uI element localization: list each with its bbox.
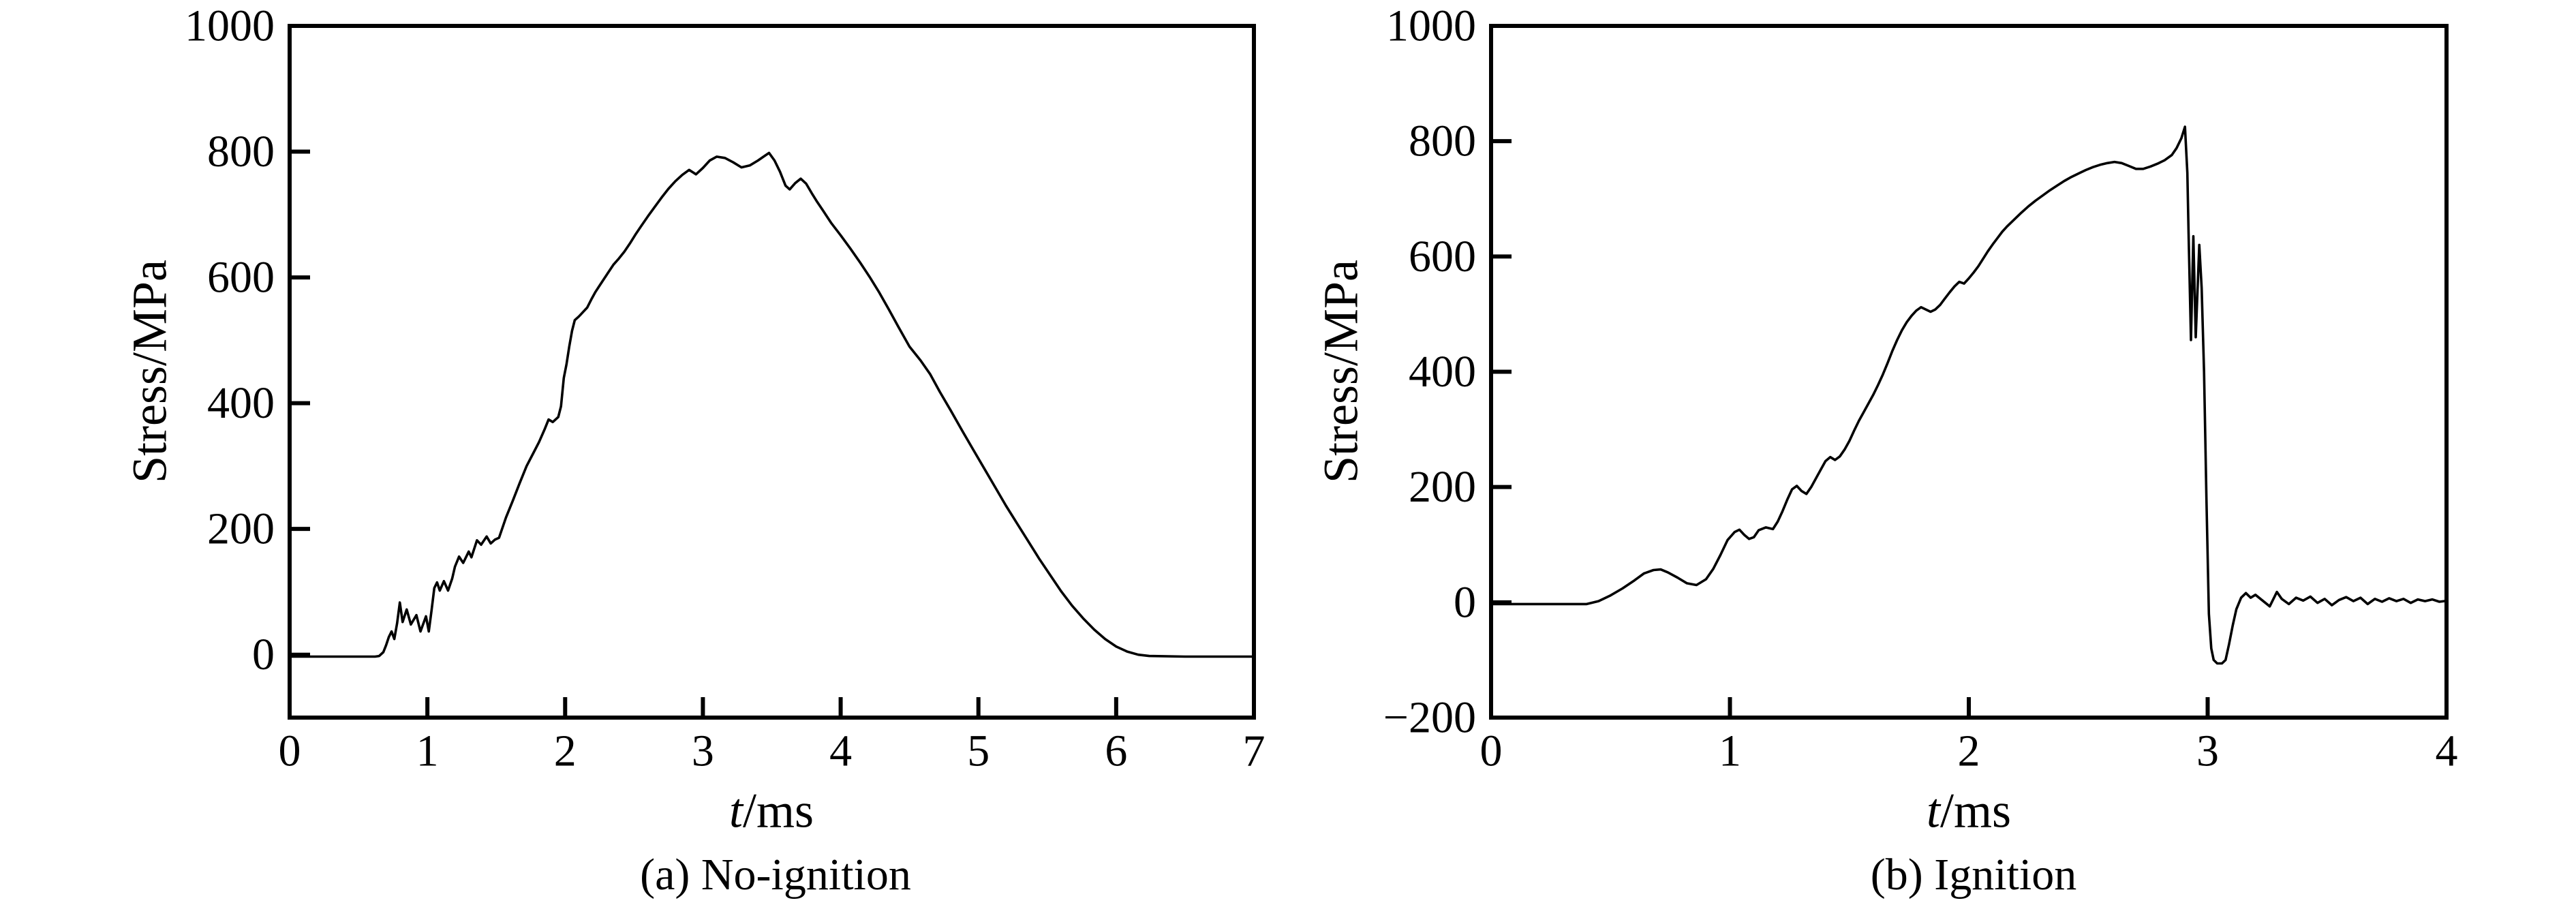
panel-b-y-tick-label-600: 600 <box>1409 232 1476 281</box>
panel-b-plot-box <box>1489 24 2449 720</box>
panel-a-x-tick-label-1: 1 <box>416 726 439 776</box>
panel-b-y-tick-label-800: 800 <box>1409 117 1476 166</box>
panel-b-y-tick-label-0: 0 <box>1454 577 1476 627</box>
panel-a-y-tick-label-200: 200 <box>207 504 275 554</box>
panel-a-plot-box <box>288 24 1256 720</box>
panel-a-x-axis-unit: /ms <box>742 783 814 838</box>
panel-a-curve-stress-trace-no-ignition <box>288 151 1255 658</box>
panel-b-y-tick-label-200: 200 <box>1409 462 1476 512</box>
panel-b-x-tick-label-2: 2 <box>1958 726 1980 776</box>
panel-a-y-tick-label-800: 800 <box>207 127 275 177</box>
panel-b-x-tick-label-1: 1 <box>1719 726 1741 776</box>
panel-b-x-tick-label-3: 3 <box>2196 726 2219 776</box>
panel-b-x-tick-label-0: 0 <box>1480 726 1503 776</box>
panel-a-y-tick-label-400: 400 <box>207 378 275 428</box>
panel-b-x-tick-label-4: 4 <box>2436 726 2458 776</box>
panel-b-x-axis-unit: /ms <box>1939 783 2012 838</box>
panel-b-curve-stress-trace-ignition <box>1490 125 2446 665</box>
panel-a-y-tick-label-600: 600 <box>207 253 275 303</box>
panel-a-x-axis-title: t/ms <box>729 783 814 840</box>
panel-a-x-tick-label-2: 2 <box>554 726 577 776</box>
panel-a-y-axis-title: Stress/MPa <box>122 259 177 484</box>
panel-a-x-tick-label-0: 0 <box>279 726 301 776</box>
panel-a-x-tick-label-4: 4 <box>829 726 852 776</box>
panel-b-x-axis-title: t/ms <box>1927 783 2011 840</box>
panel-b-caption: (b) Ignition <box>1870 850 2077 900</box>
panel-b-y-tick-label--200: −200 <box>1383 693 1476 743</box>
panel-a-x-tick-label-7: 7 <box>1243 726 1266 776</box>
panel-a-x-axis-variable: t <box>729 783 743 838</box>
panel-b-y-tick-label-400: 400 <box>1409 347 1476 397</box>
panel-a-x-tick-label-5: 5 <box>967 726 990 776</box>
panel-a-caption: (a) No-ignition <box>640 850 911 900</box>
panel-b-y-axis-title: Stress/MPa <box>1313 259 1368 484</box>
panel-a-x-tick-label-6: 6 <box>1105 726 1127 776</box>
panel-a-x-tick-label-3: 3 <box>692 726 714 776</box>
panel-a-y-tick-label-0: 0 <box>252 630 275 679</box>
panel-a-y-tick-label-1000: 1000 <box>185 1 275 51</box>
panel-b-y-tick-label-1000: 1000 <box>1386 1 1476 51</box>
panel-b-x-axis-variable: t <box>1926 783 1940 838</box>
